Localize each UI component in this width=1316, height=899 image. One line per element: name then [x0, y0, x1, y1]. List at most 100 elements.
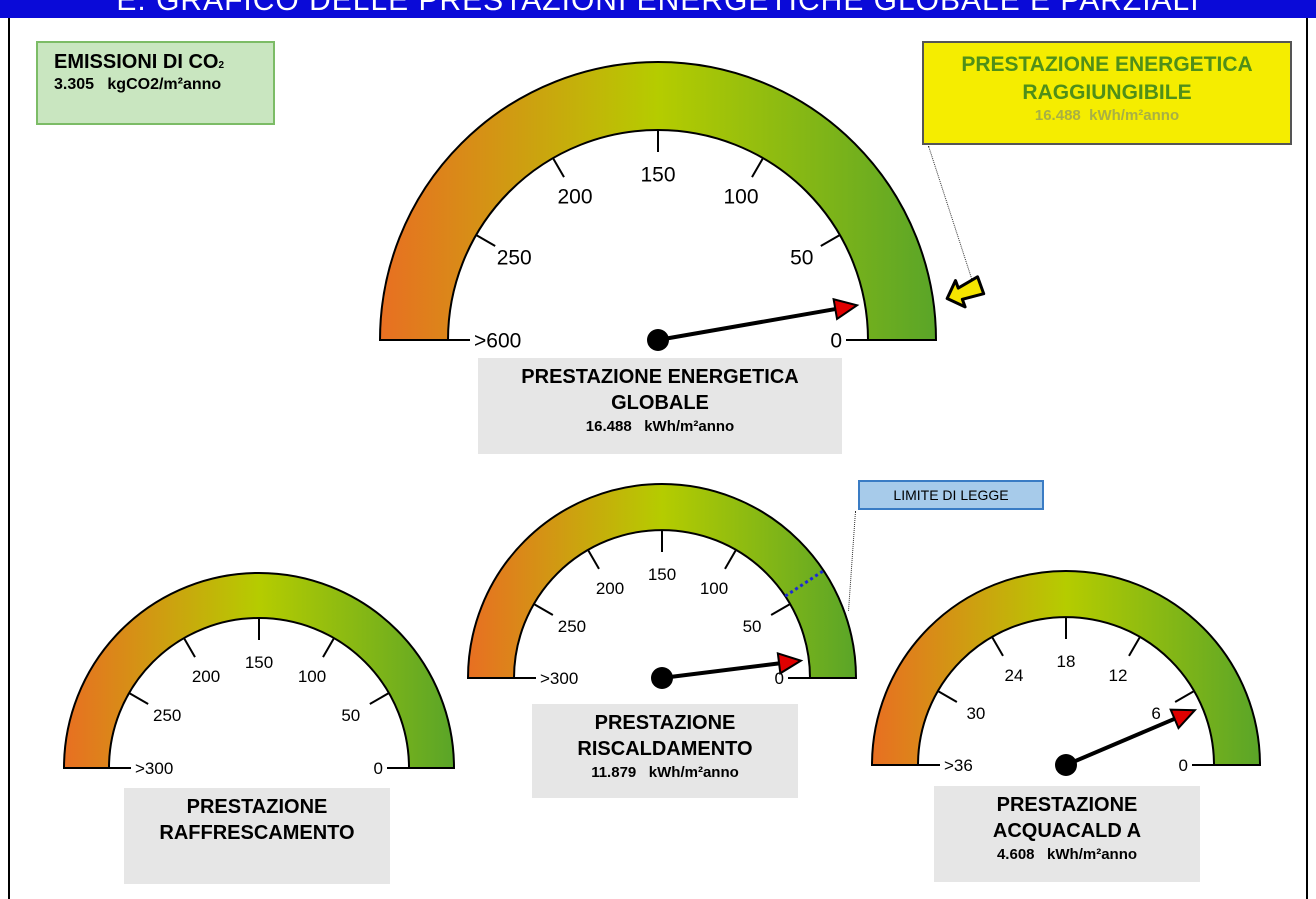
gauge-needle-tip [832, 297, 860, 321]
gauge-tick [1128, 636, 1141, 657]
hot-water-performance-label: PRESTAZIONE ACQUACALD A 4.608 kWh/m²anno [934, 786, 1200, 882]
achievable-label-line1: PRESTAZIONE ENERGETICA [961, 53, 1253, 76]
gauge-tick-label: 50 [341, 706, 360, 725]
gauge-tick-label: 150 [245, 653, 273, 672]
achievable-label-line2: RAGGIUNGIBILE [1022, 81, 1192, 104]
gauge-tick-label: 6 [1151, 704, 1160, 723]
gauge-tick-label: 0 [775, 669, 784, 688]
hot-water-value: 4.608 [996, 846, 1035, 863]
co2-value-line: 3.305 kgCO2/m²anno [54, 76, 273, 94]
gauge-tick-label: 0 [1179, 756, 1188, 775]
cooling-label-line2: RAFFRESCAMENTO [159, 822, 355, 844]
section-header: E. GRAFICO DELLE PRESTAZIONI ENERGETICHE… [0, 0, 1316, 18]
gauge-tick-label: 200 [192, 667, 220, 686]
gauge-globale: >600 250 200 150 100 50 0 [378, 61, 938, 352]
gauge-tick [724, 549, 737, 570]
gauge-tick-label: 100 [700, 579, 728, 598]
heating-unit: kWh/m²anno [648, 764, 739, 781]
gauge-tick-label: 250 [153, 706, 181, 725]
gauge-band [870, 570, 1262, 766]
heating-value: 11.879 [591, 764, 637, 781]
heating-label-line2: RISCALDAMENTO [577, 738, 753, 760]
co2-value: 3.305 [54, 76, 95, 93]
gauge-tick [322, 637, 335, 658]
gauge-tick [1174, 690, 1195, 703]
gauge-tick [128, 692, 149, 705]
gauge-needle-hub [1055, 754, 1077, 776]
gauge-needle-hub [651, 667, 673, 689]
gauge-tick-label: 0 [830, 329, 842, 352]
gauge-tick-label: 200 [557, 186, 592, 209]
gauge-tick [369, 692, 390, 705]
cooling-label-line1: PRESTAZIONE [186, 796, 328, 818]
global-label-line2: GLOBALE [611, 392, 709, 414]
gauge-tick [770, 603, 791, 616]
gauge-tick-label: 250 [558, 617, 586, 636]
gauge-tick-label: 150 [648, 565, 676, 584]
gauge-needle [1065, 716, 1176, 767]
gauge-tick-label: 50 [743, 617, 762, 636]
achievable-arrow-icon [945, 275, 986, 309]
gauge-tick-label: 24 [1005, 666, 1024, 685]
legal-limit-marker [784, 569, 825, 598]
gauge-tick-label: >600 [474, 329, 521, 352]
gauge-acqua: >36 30 24 18 12 6 0 [870, 570, 1262, 776]
co2-unit: kgCO2/m²anno [107, 76, 222, 93]
hot-water-unit: kWh/m²anno [1047, 846, 1138, 863]
heating-value-line: 11.879 kWh/m²anno [532, 762, 798, 784]
gauge-tick-label: 100 [298, 667, 326, 686]
gauge-riscaldamento: >300 250 200 150 100 50 0 [466, 483, 858, 689]
co2-emissions-box: EMISSIONI DI CO2 3.305 kgCO2/m²anno [36, 41, 275, 125]
cooling-performance-label: PRESTAZIONE RAFFRESCAMENTO [124, 788, 390, 884]
global-value: 16.488 [585, 418, 632, 435]
global-performance-label: PRESTAZIONE ENERGETICA GLOBALE 16.488 kW… [478, 358, 842, 454]
achievable-unit: kWh/m²anno [1089, 107, 1180, 124]
gauge-tick [533, 603, 554, 616]
global-label-line1: PRESTAZIONE ENERGETICA [521, 366, 799, 388]
gauge-needle-tip [1169, 708, 1198, 730]
gauge-tick-label: >300 [135, 759, 173, 778]
frame-border-left [8, 18, 10, 899]
gauge-tick-label: 30 [966, 704, 985, 723]
gauge-tick-label: 12 [1109, 666, 1128, 685]
heating-label-line1: PRESTAZIONE [594, 712, 736, 734]
achievable-value: 16.488 [1034, 107, 1081, 124]
gauge-tick-label: 200 [596, 579, 624, 598]
legal-limit-label: LIMITE DI LEGGE [858, 480, 1044, 510]
achievable-performance-box: PRESTAZIONE ENERGETICA RAGGIUNGIBILE 16.… [922, 41, 1292, 145]
gauge-tick-label: 18 [1057, 652, 1076, 671]
gauge-needle [657, 307, 836, 342]
global-unit: kWh/m²anno [644, 418, 735, 435]
gauge-tick-label: 0 [374, 759, 383, 778]
gauge-needle [661, 661, 780, 680]
gauge-tick [751, 157, 764, 178]
gauge-raffrescamento: >300 250 200 150 100 50 0 [62, 572, 456, 778]
gauge-needle-hub [647, 329, 669, 351]
gauge-tick-label: 50 [790, 246, 813, 269]
gauge-tick [820, 234, 841, 247]
global-value-line: 16.488 kWh/m²anno [478, 416, 842, 438]
hot-water-value-line: 4.608 kWh/m²anno [934, 844, 1200, 866]
gauge-tick [552, 157, 565, 178]
co2-label: EMISSIONI DI CO [54, 51, 219, 73]
gauge-tick-label: 150 [640, 163, 675, 186]
gauge-tick-label: 100 [723, 186, 758, 209]
gauge-tick [991, 636, 1004, 657]
gauge-tick [183, 637, 196, 658]
gauge-tick-label: >300 [540, 669, 578, 688]
section-title: E. GRAFICO DELLE PRESTAZIONI ENERGETICHE… [116, 0, 1200, 17]
frame-border-right [1306, 18, 1308, 899]
gauge-tick [587, 549, 600, 570]
heating-performance-label: PRESTAZIONE RISCALDAMENTO 11.879 kWh/m²a… [532, 704, 798, 798]
gauge-tick-label: 250 [497, 246, 532, 269]
gauge-needle-tip [776, 652, 804, 675]
gauge-tick-label: >36 [944, 756, 973, 775]
achievable-value-line: 16.488 kWh/m²anno [924, 107, 1290, 124]
gauge-band [466, 483, 858, 679]
gauge-tick [475, 234, 496, 247]
gauge-tick [937, 690, 958, 703]
co2-subscript: 2 [218, 60, 225, 71]
hot-water-label-line1: PRESTAZIONE [996, 794, 1138, 816]
gauge-band [378, 61, 938, 341]
